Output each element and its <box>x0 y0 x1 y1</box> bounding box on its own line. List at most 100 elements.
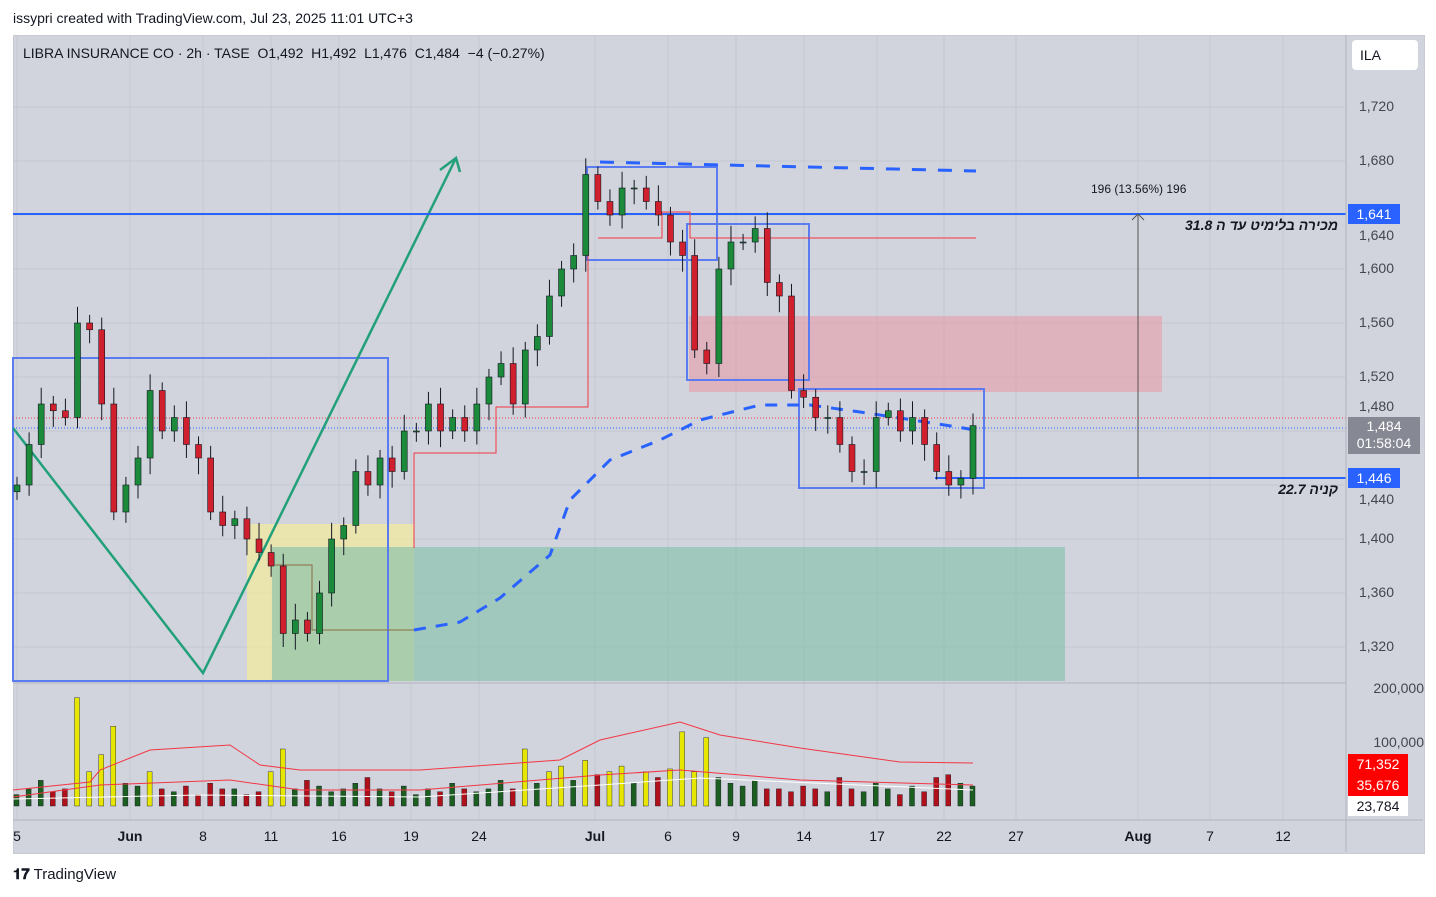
open-value: O1,492 <box>257 45 304 61</box>
currency-button[interactable]: ILA <box>1352 40 1418 70</box>
candle-body <box>812 396 819 418</box>
volume-bar <box>909 785 915 807</box>
time-axis-label: Jun <box>117 828 143 844</box>
volume-bar <box>715 777 722 807</box>
time-axis-label: 11 <box>263 828 279 844</box>
zigzag-line <box>12 157 458 676</box>
candle-body <box>413 430 420 433</box>
time-axis-label: 5 <box>13 828 21 844</box>
bar-countdown: 01:58:04 <box>1356 435 1412 451</box>
volume-bar <box>812 788 818 807</box>
volume-bar <box>292 788 298 807</box>
candle-body <box>183 417 190 445</box>
buy-price-tag: 1,446 <box>1348 468 1400 488</box>
candle-body <box>37 403 45 445</box>
red-step-line <box>598 211 976 239</box>
volume-bar <box>969 785 976 807</box>
candle-body <box>739 241 747 244</box>
time-axis-label: 14 <box>796 828 812 844</box>
volume-axis-label: 100,000 <box>1373 734 1424 750</box>
candle-body <box>957 477 965 486</box>
volume-bar <box>243 794 250 807</box>
volume-bar <box>667 768 673 807</box>
candle-body <box>703 349 711 364</box>
candle-body <box>727 241 735 270</box>
volume-bar <box>280 748 286 807</box>
candle-body <box>497 363 505 378</box>
volume-bar <box>267 771 274 807</box>
candle-body <box>13 484 21 493</box>
candle-body <box>158 390 166 432</box>
candle-body <box>255 538 263 553</box>
candle-body <box>473 403 481 432</box>
high-value: H1,492 <box>311 45 357 61</box>
volume-upper-band <box>12 721 974 791</box>
candle-body <box>388 457 396 472</box>
time-axis-label: Aug <box>1124 828 1152 844</box>
price-axis-label: 1,720 <box>1358 98 1394 114</box>
candle-body <box>655 201 662 216</box>
candle-body <box>860 471 868 473</box>
volume-avg <box>12 777 974 800</box>
candle-body <box>642 187 650 202</box>
volume-bar <box>630 783 637 807</box>
candle-body <box>909 417 916 432</box>
blue-dashed-curve <box>413 403 977 632</box>
volume-bar <box>461 788 467 807</box>
chart-frame[interactable] <box>13 35 1425 854</box>
candle-body <box>74 322 81 418</box>
candle-body <box>243 518 251 540</box>
volume-bar <box>110 726 117 807</box>
volume-bar <box>739 785 746 807</box>
candle-body <box>425 403 432 432</box>
candle-body <box>800 390 807 398</box>
volume-bar <box>328 791 334 807</box>
measure-label: 196 (13.56%) 196 <box>1091 182 1187 196</box>
current-price-tag: 1,484 01:58:04 <box>1348 417 1420 454</box>
volume-bar <box>727 783 734 807</box>
candle-body <box>62 410 69 418</box>
symbol-name: LIBRA INSURANCE CO · 2h · TASE <box>23 45 250 61</box>
candle-body <box>630 187 638 190</box>
volume-bar <box>388 791 395 807</box>
volume-bar <box>255 791 262 807</box>
time-axis-label: 19 <box>403 828 419 844</box>
green-zone <box>272 547 1065 681</box>
candle-body <box>86 322 93 331</box>
candle-body <box>376 457 384 486</box>
candle-body <box>461 417 469 432</box>
volume-bar <box>340 788 346 807</box>
candle-body <box>679 241 686 256</box>
candle-body <box>219 511 227 526</box>
volume-bar <box>98 754 104 807</box>
volume-axis-label: 200,000 <box>1373 680 1424 696</box>
price-axis-label: 1,600 <box>1358 260 1394 276</box>
candle-body <box>594 174 602 202</box>
volume-bar <box>413 794 419 807</box>
volume-bar <box>497 780 504 807</box>
volume-bar <box>425 788 431 807</box>
candle-body <box>824 417 832 419</box>
candle-body <box>134 457 142 486</box>
time-axis-label: 24 <box>471 828 487 844</box>
tradingview-logo[interactable]: 𝟏𝟕 TradingView <box>13 866 116 883</box>
sell-price-tag: 1,641 <box>1348 204 1400 224</box>
volume-bar <box>655 777 661 807</box>
volume-bar <box>122 783 129 807</box>
candle-body <box>509 363 517 405</box>
volume-bar <box>582 760 588 807</box>
volume-bar <box>437 791 443 807</box>
candle-body <box>98 329 106 405</box>
time-axis-label: 22 <box>936 828 952 844</box>
time-axis-label: 27 <box>1008 828 1024 844</box>
candle-body <box>558 268 565 297</box>
time-axis-label: Jul <box>584 828 606 844</box>
volume-bar <box>788 791 794 807</box>
volume-bar <box>872 783 879 807</box>
candle-body <box>485 376 493 405</box>
candle-body <box>715 268 723 364</box>
candle-body <box>606 201 614 216</box>
volume-bar <box>933 777 939 807</box>
volume-bar <box>957 783 964 807</box>
